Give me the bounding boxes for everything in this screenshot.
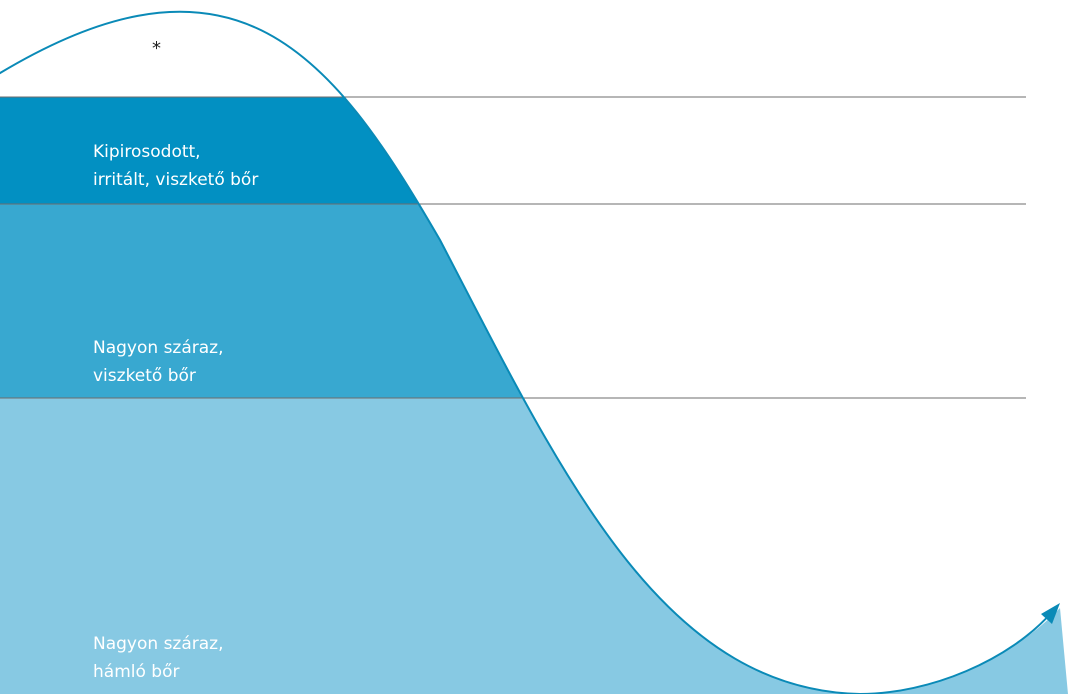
- band-1-label: Kipirosodott, irritált, viszkető bőr: [93, 142, 258, 190]
- asterisk-marker: *: [152, 38, 161, 59]
- band-2-label-line-1: Nagyon száraz,: [93, 338, 224, 358]
- curve-arrowhead-icon: [1041, 603, 1060, 624]
- band-1-label-line-1: Kipirosodott,: [93, 142, 201, 162]
- band-3-label-line-2: hámló bőr: [93, 662, 179, 682]
- severity-curve: [0, 10, 1053, 694]
- band-3-label-line-1: Nagyon száraz,: [93, 634, 224, 654]
- band-2-label: Nagyon száraz, viszkető bőr: [93, 338, 229, 386]
- band-2-label-line-2: viszkető bőr: [93, 366, 196, 386]
- band-1-label-line-2: irritált, viszkető bőr: [93, 170, 258, 190]
- band-3-label: Nagyon száraz, hámló bőr: [93, 634, 229, 682]
